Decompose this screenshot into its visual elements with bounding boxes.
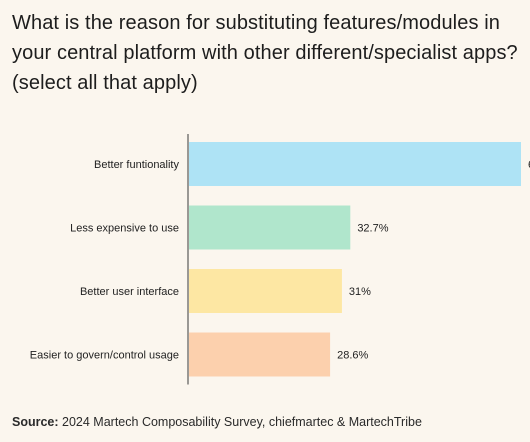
bar — [189, 332, 331, 377]
value-label: 32.7% — [357, 223, 388, 235]
bar — [189, 142, 521, 186]
value-label: 31% — [349, 286, 371, 298]
category-label: Easier to govern/control usage — [30, 350, 179, 362]
value-label: 67.3% — [528, 159, 530, 171]
source-note: Source: 2024 Martech Composability Surve… — [12, 415, 422, 429]
value-label: 28.6% — [337, 350, 368, 362]
category-label: Less expensive to use — [70, 223, 179, 235]
chart-title: What is the reason for substituting feat… — [12, 12, 518, 94]
bar — [189, 269, 342, 313]
source-text: 2024 Martech Composability Survey, chief… — [62, 415, 422, 429]
source-label: Source: — [12, 415, 59, 429]
category-label: Better funtionality — [94, 159, 179, 171]
category-label: Better user interface — [80, 286, 179, 298]
bar — [189, 205, 351, 250]
